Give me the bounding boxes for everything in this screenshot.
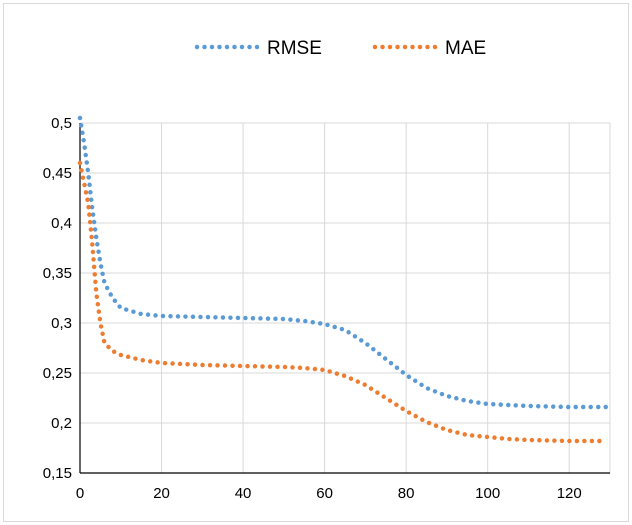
grid bbox=[79, 122, 611, 474]
y-tick-label: 0,35 bbox=[43, 265, 72, 282]
legend: RMSE MAE bbox=[194, 38, 486, 59]
series-line-mae bbox=[77, 160, 609, 444]
y-tick-label: 0,4 bbox=[51, 215, 72, 232]
legend-label-mae: MAE bbox=[445, 38, 486, 59]
y-tick-label: 0,45 bbox=[43, 165, 72, 182]
series-layer bbox=[77, 115, 609, 444]
x-tick-label: 40 bbox=[235, 485, 252, 502]
chart-frame bbox=[3, 3, 629, 522]
y-tick-label: 0,3 bbox=[51, 315, 72, 332]
y-tick-label: 0,15 bbox=[43, 465, 72, 482]
x-tick-label: 0 bbox=[76, 485, 84, 502]
legend-label-rmse: RMSE bbox=[267, 38, 322, 59]
y-tick-label: 0,25 bbox=[43, 365, 72, 382]
x-tick-label: 20 bbox=[153, 485, 170, 502]
series-line-rmse bbox=[77, 115, 609, 410]
x-tick-label: 100 bbox=[475, 485, 500, 502]
y-tick-label: 0,5 bbox=[51, 115, 72, 132]
axis-labels: 0,15 0,2 0,25 0,3 0,35 0,4 0,45 0,5 0 20 40 60 80 100… bbox=[43, 115, 582, 502]
x-tick-label: 120 bbox=[557, 485, 582, 502]
x-tick-label: 80 bbox=[398, 485, 415, 502]
y-tick-label: 0,2 bbox=[51, 415, 72, 432]
x-tick-label: 60 bbox=[316, 485, 333, 502]
